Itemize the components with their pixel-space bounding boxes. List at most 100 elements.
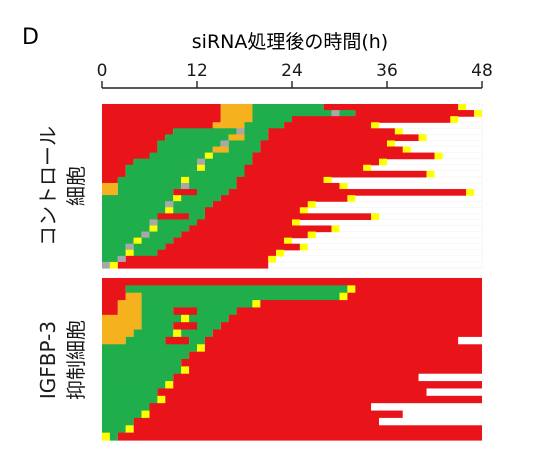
state-segment	[102, 410, 142, 419]
cell-row	[102, 152, 482, 160]
cell-row	[102, 417, 482, 426]
state-segment	[252, 110, 332, 117]
state-segment	[236, 176, 324, 184]
state-segment	[173, 307, 197, 316]
state-segment	[236, 182, 340, 190]
state-segment	[220, 195, 348, 202]
state-segment	[418, 373, 482, 382]
state-segment	[474, 110, 482, 117]
state-segment	[371, 403, 482, 412]
state-segment	[157, 395, 166, 404]
state-segment	[260, 146, 403, 154]
state-segment	[220, 116, 253, 123]
state-segment	[339, 182, 348, 190]
state-segment	[189, 213, 205, 221]
cell-row	[102, 351, 483, 360]
state-segment	[379, 158, 387, 166]
state-segment	[173, 189, 197, 196]
state-segment	[181, 176, 190, 184]
cell-row	[102, 322, 482, 331]
state-segment	[102, 285, 126, 294]
state-segment	[133, 237, 142, 245]
state-segment	[102, 307, 118, 316]
state-segment	[102, 152, 150, 160]
state-segment	[102, 329, 134, 338]
state-segment	[102, 189, 118, 196]
state-segment	[307, 231, 316, 239]
cell-row	[102, 336, 482, 345]
state-segment	[102, 207, 166, 214]
state-segment	[117, 300, 142, 309]
cell-row	[102, 170, 482, 178]
cell-row	[102, 261, 482, 269]
state-segment	[307, 201, 316, 208]
state-segment	[102, 201, 166, 208]
state-segment	[434, 152, 443, 160]
cell-row	[102, 373, 482, 382]
state-segment	[133, 243, 166, 251]
state-segment	[133, 425, 482, 434]
state-segment	[125, 243, 134, 251]
state-segment	[133, 158, 197, 166]
state-segment	[102, 292, 126, 301]
state-segment	[102, 249, 126, 257]
state-segment	[102, 300, 118, 309]
state-segment	[236, 128, 245, 135]
state-segment	[244, 170, 427, 178]
state-segment	[125, 249, 134, 257]
state-segment	[165, 207, 174, 214]
state-segment	[387, 140, 395, 148]
state-segment	[157, 146, 213, 154]
state-segment	[181, 314, 190, 323]
cell-row	[102, 410, 482, 419]
state-segment	[165, 243, 300, 251]
state-segment	[141, 410, 150, 419]
cell-row	[102, 329, 483, 338]
state-segment	[197, 158, 205, 166]
state-segment	[212, 152, 253, 160]
cell-row	[102, 366, 483, 375]
state-segment	[117, 176, 182, 184]
row-group-label: コントロール 細胞	[36, 126, 88, 246]
state-segment	[149, 152, 205, 160]
x-tick-label: 12	[186, 61, 208, 81]
state-segment	[117, 261, 269, 269]
state-segment	[102, 237, 134, 245]
state-segment	[276, 249, 285, 257]
state-segment	[212, 122, 245, 129]
cell-row	[102, 189, 482, 196]
state-segment	[204, 164, 245, 172]
state-segment	[102, 243, 126, 251]
state-segment	[149, 231, 182, 239]
state-segment	[125, 164, 197, 172]
state-segment	[133, 329, 174, 338]
state-segment	[133, 249, 158, 257]
state-segment	[244, 122, 285, 129]
state-segment	[173, 201, 213, 208]
x-tick-label: 24	[281, 61, 303, 81]
state-segment	[220, 322, 482, 331]
state-segment	[181, 366, 190, 375]
state-segment	[355, 110, 475, 117]
state-segment	[371, 122, 380, 129]
state-segment	[173, 322, 197, 331]
state-segment	[268, 134, 419, 142]
state-segment	[102, 388, 158, 397]
cell-row	[102, 403, 482, 412]
state-segment	[165, 336, 190, 345]
state-segment	[197, 164, 205, 172]
cell-row	[102, 285, 482, 294]
state-segment	[141, 307, 174, 316]
state-segment	[323, 176, 332, 184]
state-segment	[109, 432, 118, 441]
state-segment	[228, 314, 482, 323]
state-segment	[402, 146, 411, 154]
state-segment	[102, 432, 110, 441]
state-segment	[189, 314, 229, 323]
state-segment	[228, 146, 261, 154]
state-segment	[125, 170, 190, 178]
state-segment	[197, 307, 237, 316]
state-segment	[102, 225, 150, 233]
state-segment	[331, 110, 340, 117]
state-segment	[204, 336, 459, 345]
